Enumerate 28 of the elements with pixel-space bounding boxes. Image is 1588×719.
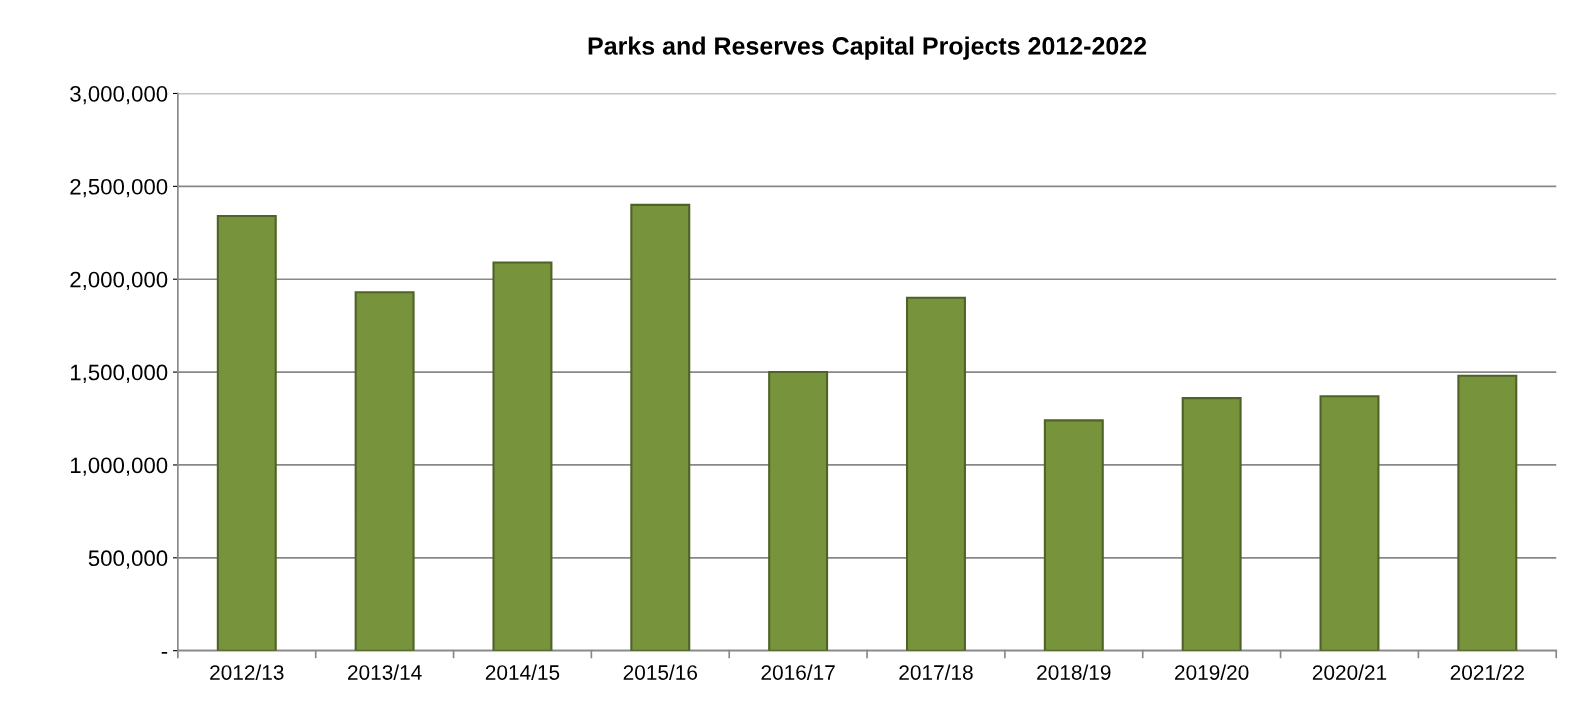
chart-title: Parks and Reserves Capital Projects 2012-2022 [588,36,1147,60]
x-tick-label: 2018/19 [1037,664,1111,680]
bar [1457,374,1518,651]
bar [768,371,829,651]
bar [216,215,277,651]
bar [630,203,691,651]
bar [1181,397,1242,651]
y-tick-label: 500,000 [88,550,168,569]
x-tick-label: 2012/13 [210,664,284,680]
x-tick-label: 2020/21 [1312,664,1387,680]
x-tick-label: 2021/22 [1450,664,1524,680]
x-tick-label: 2015/16 [623,664,698,680]
bar [354,291,415,651]
x-tick-label: 2017/18 [899,664,973,680]
x-tick-label: 2016/17 [761,664,835,680]
x-tick-label: 2019/20 [1175,664,1249,680]
y-tick-label: 1,000,000 [70,457,168,476]
y-tick-label: - [161,651,168,654]
bar [905,296,966,651]
y-tick-label: 3,000,000 [70,86,168,105]
bar [1043,419,1104,651]
bar [1319,395,1380,651]
bar [492,261,553,651]
y-tick-label: 2,500,000 [70,178,168,198]
x-tick-label: 2013/14 [348,664,422,680]
y-tick-label: 2,000,000 [70,271,168,291]
y-tick-label: 1,500,000 [70,364,168,383]
x-tick-label: 2014/15 [485,664,560,680]
